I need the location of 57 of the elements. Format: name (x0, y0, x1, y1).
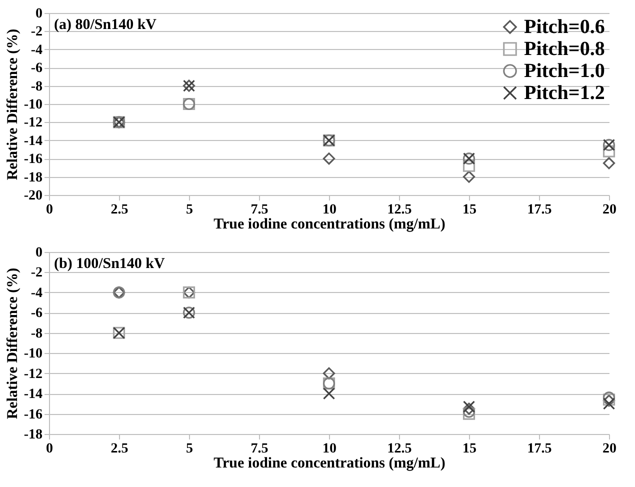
y-tick-label: -20 (24, 188, 42, 204)
y-tick-label: -2 (30, 266, 42, 281)
x-tick-label: 20 (602, 202, 616, 218)
point (602, 398, 616, 410)
y-tick-label: -6 (30, 306, 42, 322)
legend-label: Pitch=1.2 (524, 82, 605, 104)
y-tick-label: -18 (24, 428, 42, 442)
y-tick-label: -4 (30, 286, 42, 301)
point (322, 388, 336, 400)
point (602, 157, 616, 170)
x-tick-label: 2.5 (110, 202, 128, 218)
y-tick-label: 0 (36, 246, 42, 260)
y-tick-label: -16 (24, 152, 42, 168)
chart-title: (b) 100/Sn140 kV (54, 256, 166, 272)
y-tick-label: 0 (36, 6, 42, 22)
y-tick-label: -12 (24, 366, 42, 382)
x-tick-label: 7.5 (250, 202, 268, 218)
x-tick-label: 0 (46, 202, 53, 218)
y-axis-title: Relative Difference (%) (4, 268, 21, 420)
point (462, 170, 476, 183)
x-tick-label: 10 (322, 442, 336, 456)
point (322, 152, 336, 165)
x-tick-label: 17.5 (527, 442, 552, 456)
y-tick-label: -8 (30, 79, 42, 94)
point (322, 367, 336, 380)
x-tick-label: 5 (186, 202, 193, 218)
x-tick-label: 7.5 (250, 442, 268, 456)
x-tick-label: 5 (186, 442, 193, 456)
x-tick-label: 12.5 (387, 442, 412, 456)
x-tick-label: 15 (462, 442, 476, 456)
y-tick-label: -14 (24, 134, 42, 149)
x-tick-label: 15 (462, 202, 476, 218)
x-axis-title: True iodine concentrations (mg/mL) (214, 456, 446, 472)
y-tick-label: -18 (24, 170, 42, 186)
legend-label: Pitch=0.6 (524, 16, 605, 38)
y-tick-label: -14 (24, 387, 42, 402)
x-tick-label: 10 (322, 202, 336, 218)
y-tick-label: -6 (30, 61, 42, 76)
x-tick-label: 12.5 (387, 202, 412, 218)
x-tick-label: 2.5 (110, 442, 128, 456)
y-tick-label: -12 (24, 116, 42, 131)
legend-label: Pitch=0.8 (524, 38, 605, 60)
x-tick-label: 0 (46, 442, 53, 456)
y-tick-label: -16 (24, 407, 42, 422)
y-tick-label: -2 (30, 24, 42, 40)
y-tick-label: -4 (30, 42, 42, 58)
point (462, 160, 476, 172)
x-tick-label: 17.5 (527, 202, 552, 218)
chart-title: (a) 80/Sn140 kV (54, 17, 157, 33)
y-tick-label: -10 (24, 346, 42, 362)
y-tick-label: -8 (30, 326, 42, 342)
x-axis-title: True iodine concentrations (mg/mL) (214, 216, 446, 232)
point (602, 145, 616, 158)
legend-label: Pitch=1.0 (524, 60, 605, 82)
y-tick-label: -10 (24, 98, 42, 112)
y-axis-title: Relative Difference (%) (4, 28, 21, 180)
x-tick-label: 20 (602, 442, 616, 456)
